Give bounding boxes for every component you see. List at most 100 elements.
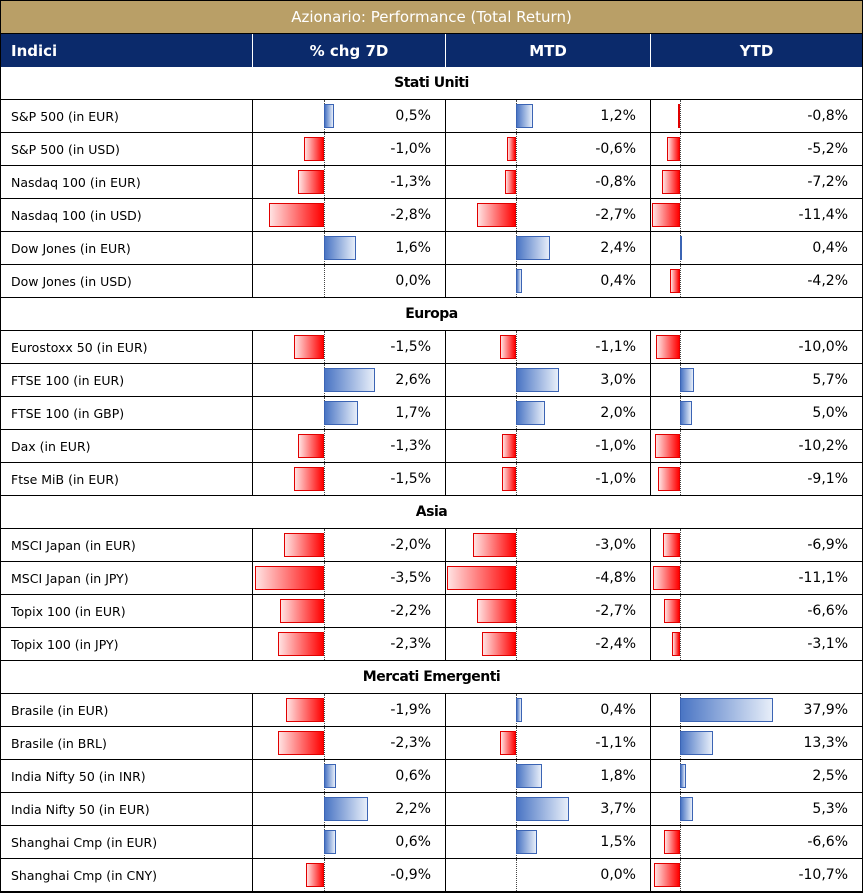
table-row: Brasile (in EUR) -1,9% 0,4% 37,9% [1, 694, 862, 727]
value-label: 3,7% [600, 801, 636, 817]
table-row: Dow Jones (in USD) 0,0% 0,4% -4,2% [1, 265, 862, 298]
mtd-cell: -0,8% [446, 166, 651, 198]
mtd-cell: 3,0% [446, 364, 651, 396]
negative-bar [477, 203, 516, 227]
mtd-cell: -2,7% [446, 595, 651, 627]
zero-axis [680, 265, 681, 297]
mtd-cell: -3,0% [446, 529, 651, 561]
positive-bar [516, 698, 522, 722]
negative-bar [501, 434, 516, 458]
zero-axis [324, 562, 325, 594]
table-row: MSCI Japan (in JPY) -3,5% -4,8% -11,1% [1, 562, 862, 595]
table-row: Eurostoxx 50 (in EUR) -1,5% -1,1% -10,0% [1, 331, 862, 364]
table-row: Brasile (in BRL) -2,3% -1,1% 13,3% [1, 727, 862, 760]
header-mtd: MTD [446, 34, 651, 67]
positive-bar [680, 401, 693, 425]
zero-axis [324, 166, 325, 198]
ytd-cell: 13,3% [651, 727, 862, 759]
index-name: Dax (in EUR) [1, 430, 253, 462]
chg7d-cell: -2,2% [253, 595, 446, 627]
zero-axis [516, 562, 517, 594]
positive-bar [680, 698, 773, 722]
zero-axis [680, 595, 681, 627]
zero-axis [680, 100, 681, 132]
index-name: FTSE 100 (in GBP) [1, 397, 253, 429]
zero-axis [324, 727, 325, 759]
negative-bar [286, 698, 324, 722]
negative-bar [669, 269, 680, 293]
negative-bar [501, 467, 516, 491]
chg7d-cell: -0,9% [253, 859, 446, 891]
zero-axis [680, 199, 681, 231]
mtd-cell: 0,0% [446, 859, 651, 891]
ytd-cell: -6,6% [651, 595, 862, 627]
positive-bar [680, 368, 694, 392]
index-name: Shanghai Cmp (in CNY) [1, 859, 253, 891]
value-label: -1,9% [390, 702, 431, 718]
value-label: -7,2% [807, 174, 848, 190]
index-name: India Nifty 50 (in EUR) [1, 793, 253, 825]
table-row: Dax (in EUR) -1,3% -1,0% -10,2% [1, 430, 862, 463]
ytd-cell: -4,2% [651, 265, 862, 297]
positive-bar [516, 764, 542, 788]
zero-axis [516, 133, 517, 165]
negative-bar [657, 467, 680, 491]
mtd-cell: 1,5% [446, 826, 651, 858]
value-label: 3,0% [600, 372, 636, 388]
negative-bar [663, 599, 680, 623]
value-label: 13,3% [803, 735, 848, 751]
header-indici: Indici [1, 34, 253, 67]
header-chg7d: % chg 7D [253, 34, 446, 67]
header-ytd: YTD [651, 34, 862, 67]
ytd-cell: -10,2% [651, 430, 862, 462]
negative-bar [672, 632, 680, 656]
chg7d-cell: 1,7% [253, 397, 446, 429]
negative-bar [304, 137, 324, 161]
value-label: -5,2% [807, 141, 848, 157]
value-label: -3,0% [595, 537, 636, 553]
ytd-cell: 5,0% [651, 397, 862, 429]
section-header: Europa [1, 298, 862, 331]
negative-bar [678, 104, 680, 128]
ytd-cell: -10,0% [651, 331, 862, 363]
value-label: 1,5% [600, 834, 636, 850]
chg7d-cell: 2,6% [253, 364, 446, 396]
mtd-cell: -1,0% [446, 430, 651, 462]
table-row: MSCI Japan (in EUR) -2,0% -3,0% -6,9% [1, 529, 862, 562]
index-name: Dow Jones (in EUR) [1, 232, 253, 264]
chg7d-cell: 0,5% [253, 100, 446, 132]
value-label: -1,5% [390, 339, 431, 355]
negative-bar [663, 533, 680, 557]
positive-bar [516, 830, 538, 854]
negative-bar [652, 203, 680, 227]
positive-bar [516, 368, 559, 392]
value-label: -1,0% [595, 471, 636, 487]
negative-bar [294, 335, 324, 359]
value-label: -2,7% [595, 207, 636, 223]
index-name: FTSE 100 (in EUR) [1, 364, 253, 396]
negative-bar [447, 566, 516, 590]
value-label: -3,1% [807, 636, 848, 652]
value-label: -6,6% [807, 603, 848, 619]
table-row: FTSE 100 (in EUR) 2,6% 3,0% 5,7% [1, 364, 862, 397]
value-label: 1,7% [395, 405, 431, 421]
value-label: 0,0% [600, 867, 636, 883]
zero-axis [324, 628, 325, 660]
positive-bar [324, 236, 356, 260]
value-label: 5,0% [812, 405, 848, 421]
chg7d-cell: -1,3% [253, 430, 446, 462]
chg7d-cell: -1,5% [253, 331, 446, 363]
chg7d-cell: 2,2% [253, 793, 446, 825]
positive-bar [324, 764, 336, 788]
negative-bar [662, 170, 680, 194]
positive-bar [680, 797, 693, 821]
zero-axis [516, 199, 517, 231]
value-label: -9,1% [807, 471, 848, 487]
positive-bar [324, 830, 336, 854]
table-row: Ftse MiB (in EUR) -1,5% -1,0% -9,1% [1, 463, 862, 496]
table-row: Shanghai Cmp (in EUR) 0,6% 1,5% -6,6% [1, 826, 862, 859]
value-label: -10,7% [798, 867, 848, 883]
zero-axis [680, 166, 681, 198]
table-row: S&P 500 (in EUR) 0,5% 1,2% -0,8% [1, 100, 862, 133]
zero-axis [324, 265, 325, 297]
